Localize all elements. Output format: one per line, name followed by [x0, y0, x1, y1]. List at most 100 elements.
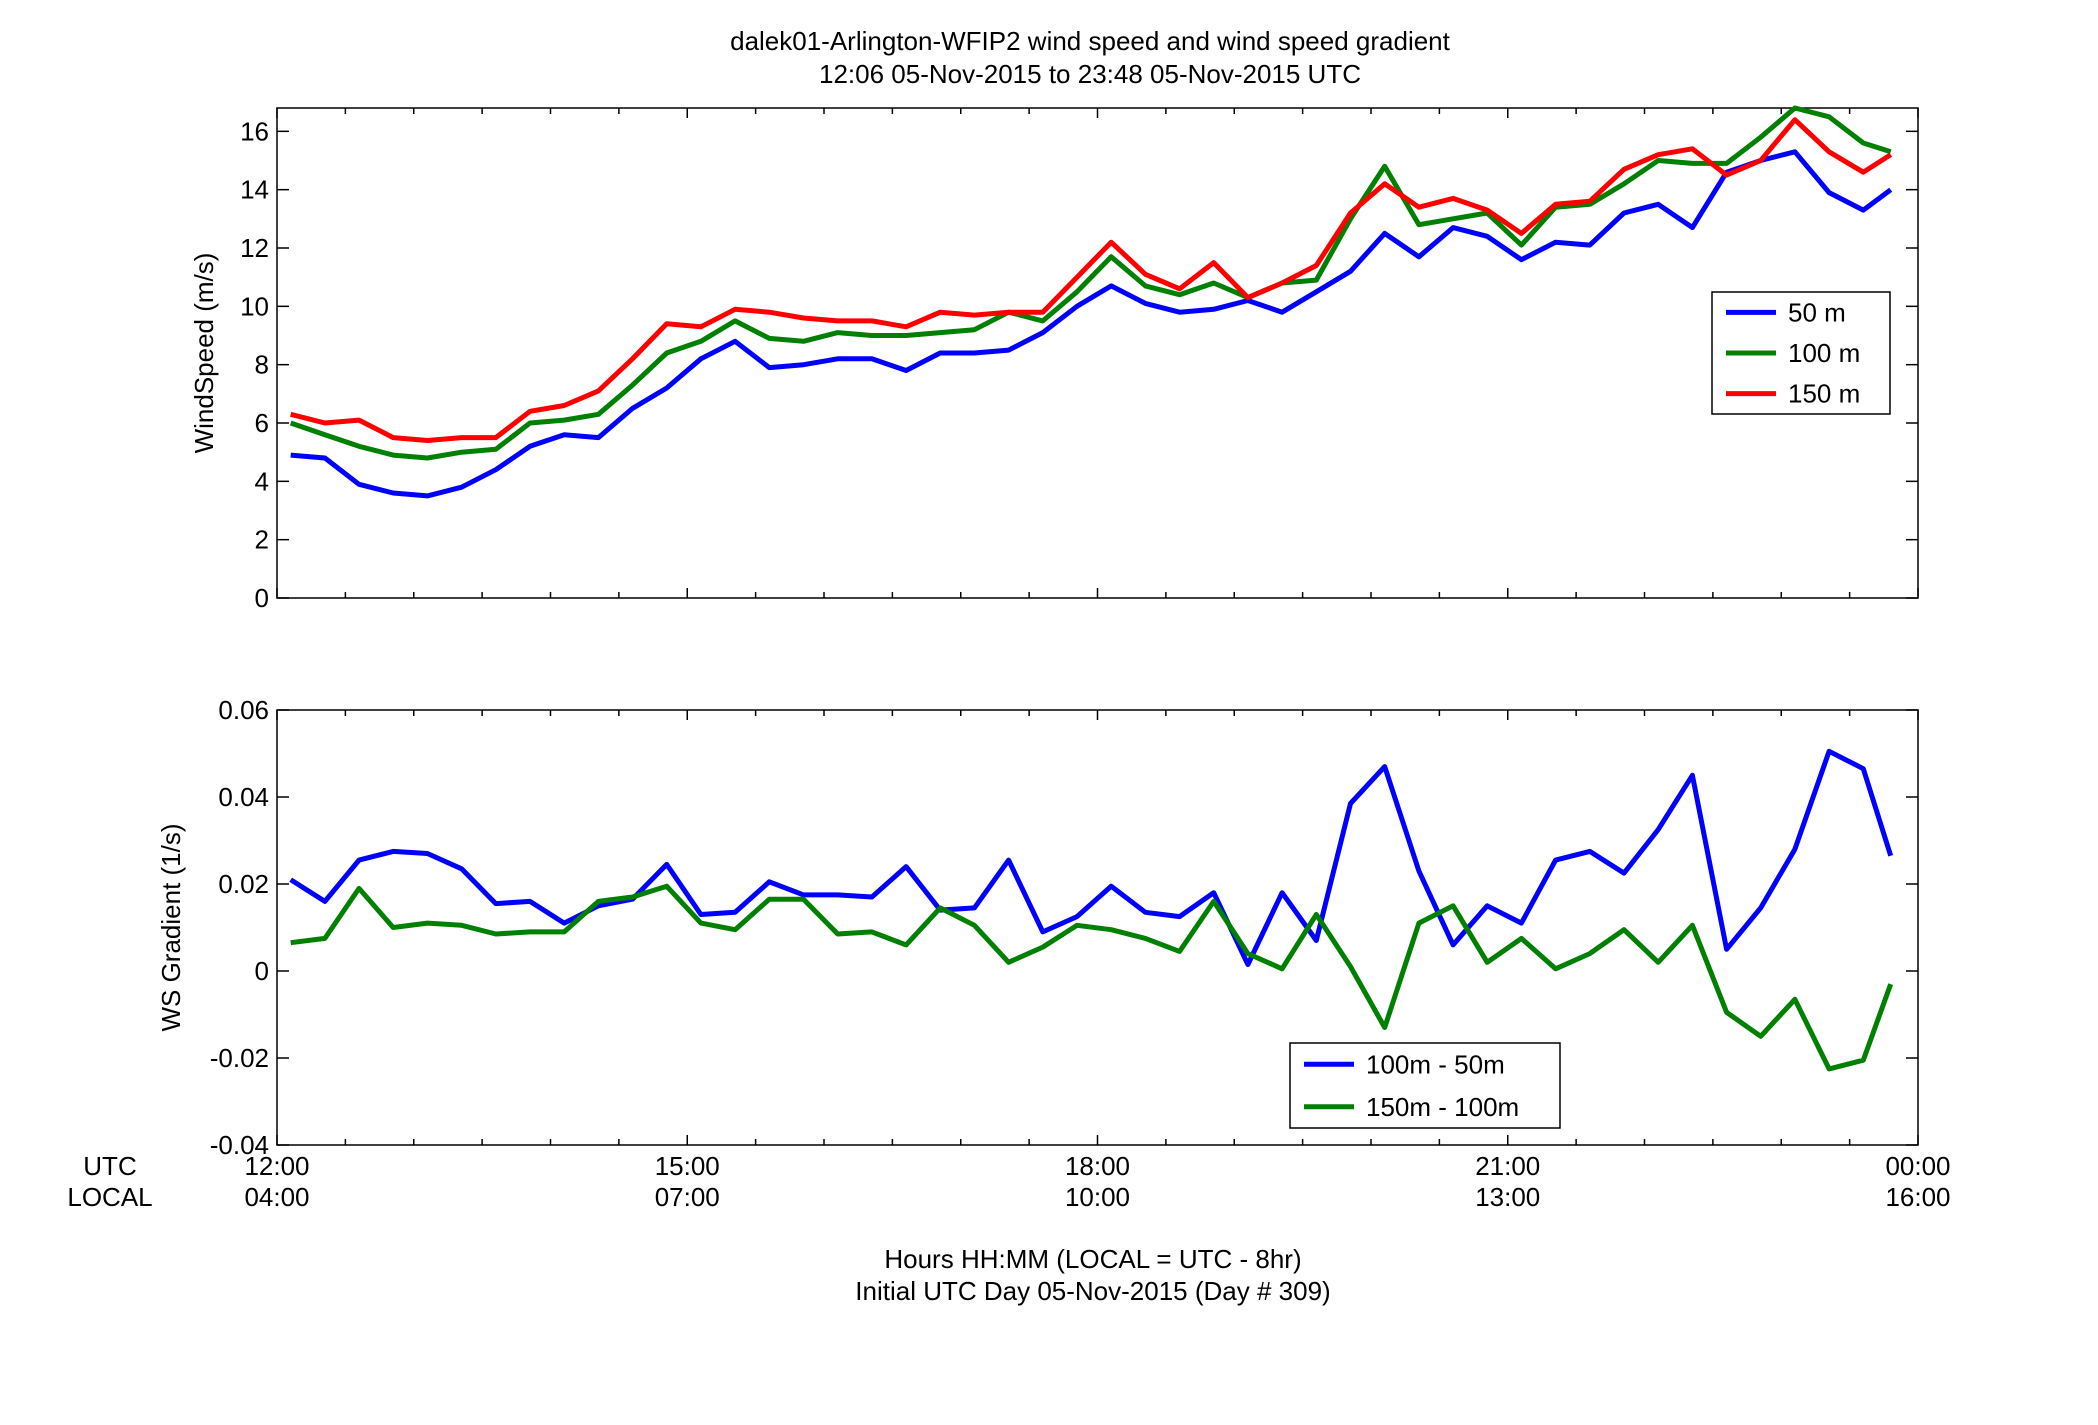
gradient-data-point — [733, 927, 738, 932]
gradient-y-tick-label: 0.04 — [218, 782, 269, 812]
gradient-data-point — [562, 929, 567, 934]
speed-data-point — [1382, 164, 1387, 169]
utc-tick-label: 00:00 — [1885, 1151, 1950, 1181]
speed-data-point — [1314, 263, 1319, 268]
gradient-data-point — [698, 921, 703, 926]
speed-axes-box — [276, 107, 1919, 599]
gradient-data-point — [1519, 936, 1524, 941]
speed-y-tick-label: 8 — [255, 350, 269, 380]
chart-title-line2: 12:06 05-Nov-2015 to 23:48 05-Nov-2015 U… — [819, 59, 1361, 89]
gradient-data-point — [1451, 942, 1456, 947]
speed-data-point — [493, 447, 498, 452]
speed-data-point — [801, 316, 806, 321]
speed-data-point — [1827, 190, 1832, 195]
speed-data-point — [596, 412, 601, 417]
gradient-data-point — [835, 932, 840, 937]
speed-data-point — [1075, 275, 1080, 280]
speed-series-line-0 — [290, 149, 1893, 499]
speed-data-point — [1006, 310, 1011, 315]
speed-data-point — [869, 333, 874, 338]
speed-data-point — [1690, 146, 1695, 151]
gradient-data-point — [1553, 858, 1558, 863]
speed-data-point — [1211, 260, 1216, 265]
speed-data-point — [1888, 152, 1893, 157]
gradient-y-tick-label: 0 — [255, 956, 269, 986]
gradient-data-point — [1245, 951, 1250, 956]
speed-data-point — [698, 339, 703, 344]
gradient-data-point — [1280, 966, 1285, 971]
speed-data-point — [1861, 208, 1866, 213]
speed-y-axis-label: WindSpeed (m/s) — [189, 253, 219, 454]
gradient-data-point — [357, 858, 362, 863]
gradient-data-point — [1143, 936, 1148, 941]
gradient-data-point — [1314, 938, 1319, 943]
speed-data-point — [1348, 269, 1353, 274]
speed-data-point — [288, 453, 293, 458]
speed-data-point — [1143, 272, 1148, 277]
gradient-data-point — [1724, 1010, 1729, 1015]
local-tick-label: 07:00 — [655, 1182, 720, 1212]
speed-data-point — [425, 438, 430, 443]
speed-data-point — [1792, 106, 1797, 111]
speed-y-tick-label: 6 — [255, 408, 269, 438]
speed-data-point — [596, 388, 601, 393]
gradient-data-point — [1622, 927, 1627, 932]
speed-data-point — [801, 362, 806, 367]
speed-data-point — [972, 327, 977, 332]
speed-data-point — [1416, 222, 1421, 227]
speed-y-tick-label: 2 — [255, 525, 269, 555]
gradient-data-point — [288, 877, 293, 882]
speed-data-point — [664, 351, 669, 356]
speed-data-point — [562, 432, 567, 437]
speed-data-point — [1587, 199, 1592, 204]
utc-tick-label: 15:00 — [655, 1151, 720, 1181]
gradient-data-point — [1280, 890, 1285, 895]
speed-data-point — [596, 435, 601, 440]
speed-data-point — [391, 435, 396, 440]
speed-data-point — [1075, 304, 1080, 309]
speed-data-point — [733, 307, 738, 312]
speed-y-tick-label: 10 — [240, 291, 269, 321]
gradient-data-point — [1314, 912, 1319, 917]
utc-tick-label: 12:00 — [244, 1151, 309, 1181]
speed-data-point — [1348, 211, 1353, 216]
gradient-data-point — [562, 921, 567, 926]
gradient-data-point — [869, 895, 874, 900]
speed-data-point — [869, 356, 874, 361]
speed-data-point — [869, 318, 874, 323]
gradient-data-point — [801, 892, 806, 897]
gradient-data-point — [1622, 871, 1627, 876]
speed-data-point — [938, 351, 943, 356]
wind-speed-gradient-panel: -0.04 -0.02 0 0.02 0.04 0.06 WS Gradient (1/s)… — [156, 695, 1919, 1160]
speed-data-point — [1485, 234, 1490, 239]
gradient-data-point — [288, 940, 293, 945]
gradient-data-point — [357, 886, 362, 891]
speed-data-point — [630, 356, 635, 361]
speed-data-point — [698, 324, 703, 329]
gradient-data-point — [767, 897, 772, 902]
gradient-data-point — [1211, 899, 1216, 904]
speed-data-point — [1451, 216, 1456, 221]
gradient-data-point — [425, 851, 430, 856]
speed-data-point — [528, 409, 533, 414]
utc-tick-label: 21:00 — [1475, 1151, 1540, 1181]
speed-legend-label: 150 m — [1788, 379, 1860, 409]
speed-legend-label: 50 m — [1788, 297, 1846, 327]
gradient-data-point — [767, 879, 772, 884]
speed-data-point — [425, 456, 430, 461]
speed-y-tick-label: 12 — [240, 233, 269, 263]
gradient-data-point — [1827, 1066, 1832, 1071]
wind-speed-panel: 0 2 4 6 8 10 12 14 16 WindSpeed (m/s) 50 m 100 m 150… — [189, 105, 1919, 613]
gradient-data-point — [528, 899, 533, 904]
speed-data-point — [288, 421, 293, 426]
speed-data-point — [1451, 196, 1456, 201]
speed-data-point — [1382, 231, 1387, 236]
speed-data-point — [1553, 240, 1558, 245]
gradient-data-point — [1792, 997, 1797, 1002]
speed-data-point — [664, 386, 669, 391]
speed-legend: 50 m 100 m 150 m — [1711, 291, 1891, 415]
speed-series-line-2 — [290, 117, 1893, 443]
gradient-data-point — [1177, 949, 1182, 954]
speed-data-point — [1109, 283, 1114, 288]
speed-data-point — [1314, 289, 1319, 294]
